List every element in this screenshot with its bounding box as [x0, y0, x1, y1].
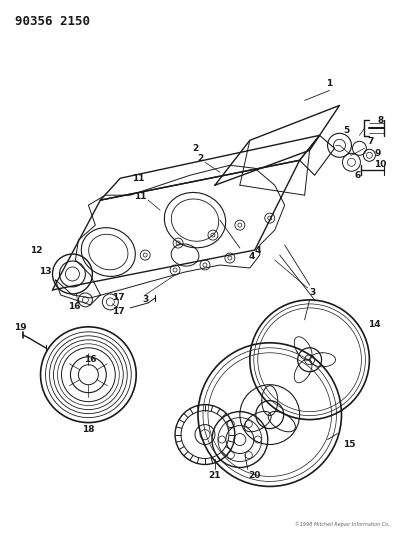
Text: 3: 3: [142, 295, 148, 304]
Text: 1: 1: [326, 79, 333, 88]
Text: 20: 20: [249, 471, 261, 480]
Text: 3: 3: [309, 288, 316, 297]
Text: 7: 7: [367, 137, 374, 146]
Text: 11: 11: [134, 192, 147, 201]
Text: 90356 2150: 90356 2150: [15, 15, 90, 28]
Text: 18: 18: [82, 425, 95, 434]
Text: 10: 10: [374, 160, 387, 169]
Text: 15: 15: [343, 440, 356, 449]
Text: 6: 6: [354, 171, 361, 180]
Text: 16: 16: [68, 302, 81, 311]
Text: 9: 9: [374, 149, 381, 158]
Text: 2: 2: [197, 154, 203, 163]
Text: 8: 8: [377, 116, 383, 125]
Text: 4: 4: [249, 252, 255, 261]
Text: 21: 21: [209, 471, 221, 480]
Text: ©1998 Mitchell Repair Information Co.: ©1998 Mitchell Repair Information Co.: [295, 522, 389, 527]
Text: 19: 19: [14, 324, 27, 333]
Text: 5: 5: [343, 126, 349, 135]
Text: 13: 13: [39, 268, 52, 277]
Text: 4: 4: [255, 246, 261, 255]
Text: 17: 17: [112, 308, 125, 317]
Text: 2: 2: [192, 144, 198, 153]
Text: 17: 17: [112, 294, 125, 302]
Text: 16: 16: [84, 356, 97, 364]
Text: 11: 11: [132, 174, 145, 183]
Text: 14: 14: [368, 320, 381, 329]
Text: 12: 12: [30, 246, 43, 255]
